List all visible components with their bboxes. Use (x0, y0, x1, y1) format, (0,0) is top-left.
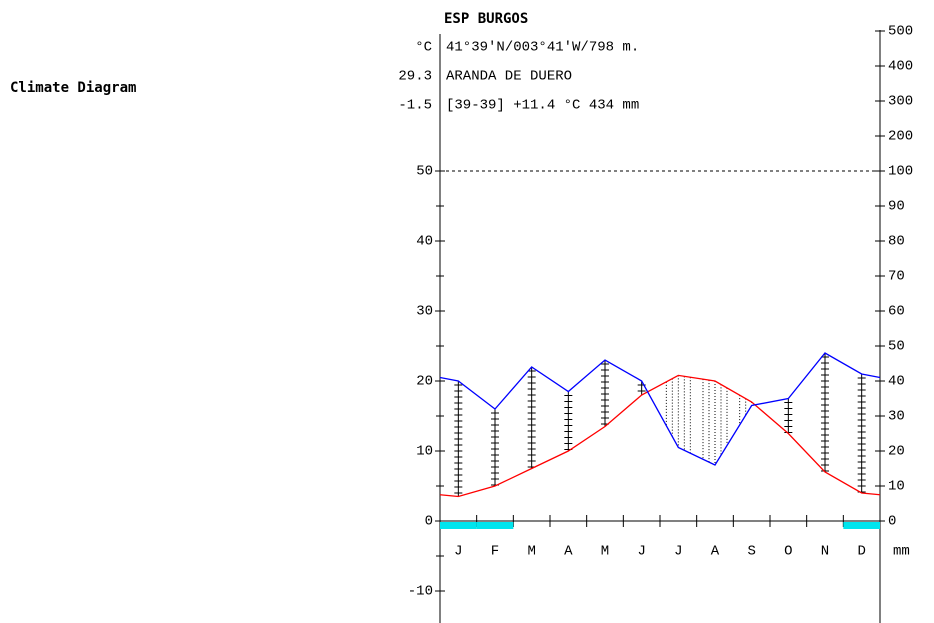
y-tick-label: 30 (416, 304, 433, 320)
y2-tick-label: 200 (888, 129, 913, 145)
x-tick-label: M (527, 544, 535, 560)
y-tick-label: 10 (416, 444, 433, 460)
y2-tick-label: 20 (888, 444, 905, 460)
x-tick-label: A (564, 544, 573, 560)
y2-tick-label: 50 (888, 339, 905, 355)
x-tick-label: M (601, 544, 609, 560)
y-tick-label: 40 (416, 234, 433, 250)
y-unit: °C (415, 40, 432, 56)
x-tick-label: F (491, 544, 499, 560)
y2-tick-label: 10 (888, 479, 905, 495)
x-tick-label: J (454, 544, 462, 560)
max-temp: 29.3 (398, 69, 432, 85)
x-tick-label: D (857, 544, 865, 560)
y2-tick-label: 100 (888, 164, 913, 180)
y2-tick-label: 500 (888, 24, 913, 40)
place: ARANDA DE DUERO (446, 69, 572, 85)
y2-tick-label: 300 (888, 94, 913, 110)
precipitation-line (439, 352, 881, 466)
y2-tick-label: 80 (888, 234, 905, 250)
x-tick-label: J (674, 544, 682, 560)
x-tick-label: S (747, 544, 755, 560)
frost-bar (476, 522, 514, 529)
y-tick-label: 20 (416, 374, 433, 390)
y2-tick-label: 40 (888, 374, 905, 390)
x-tick-label: O (784, 544, 792, 560)
frost-bar (440, 522, 477, 529)
y2-tick-label: 400 (888, 59, 913, 75)
min-temp: -1.5 (398, 98, 432, 114)
x-tick-label: N (821, 544, 829, 560)
y2-tick-label: 60 (888, 304, 905, 320)
y-tick-label: -10 (408, 584, 433, 600)
coords: 41°39'N/003°41'W/798 m. (446, 40, 639, 56)
x-tick-label: J (637, 544, 645, 560)
y2-tick-label: 30 (888, 409, 905, 425)
chart-title: Climate Diagram (10, 80, 136, 96)
y-tick-label: 0 (425, 514, 433, 530)
y-tick-label: 50 (416, 164, 433, 180)
y2-tick-label: 70 (888, 269, 905, 285)
y2-unit: mm (893, 544, 910, 560)
y2-tick-label: 0 (888, 514, 896, 530)
temperature-line (439, 374, 881, 498)
x-tick-label: A (711, 544, 720, 560)
station: ESP BURGOS (444, 11, 528, 27)
frost-bar (843, 522, 880, 529)
y2-tick-label: 90 (888, 199, 905, 215)
summary: [39-39] +11.4 °C 434 mm (446, 98, 639, 114)
